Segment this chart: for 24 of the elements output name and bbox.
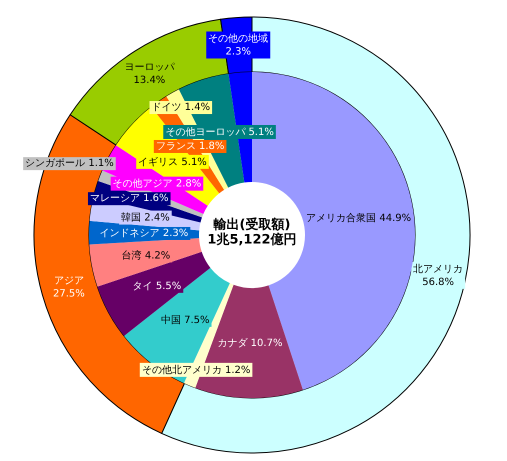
slice-label: ドイツ 1.4%: [152, 102, 210, 114]
slice-label: 中国 7.5%: [160, 314, 210, 326]
slice-label: シンガポール 1.1%: [25, 158, 114, 170]
slice-label: インドネシア 2.3%: [100, 228, 188, 239]
slice-label: イギリス 5.1%: [138, 156, 207, 168]
data-label: 2.3%: [226, 46, 251, 58]
slice-label: その他ヨーロッパ 5.1%: [165, 126, 274, 138]
slice-label: その他の地域: [208, 32, 268, 44]
data-label: 13.4%: [134, 75, 166, 86]
slice-label: アジア: [54, 276, 84, 287]
slice-label: 韓国 2.4%: [121, 212, 170, 224]
slice-label: タイ 5.5%: [132, 280, 182, 292]
data-label: 56.8%: [422, 276, 454, 288]
title: 輸出(受取額) 1兆5,122億円: [207, 218, 297, 248]
slice-label: マレーシア 1.6%: [90, 193, 169, 204]
slice-label: ヨーロッパ: [124, 62, 176, 74]
data-label: 27.5%: [53, 288, 85, 300]
slice-label: 北アメリカ: [413, 262, 464, 275]
slice-label: フランス 1.8%: [156, 140, 224, 152]
slice-label: 台湾 4.2%: [122, 249, 170, 262]
slice-label: アメリカ合衆国 44.9%: [306, 212, 412, 224]
slice-label: カナダ 10.7%: [217, 336, 282, 349]
slice-label: その他アジア 2.8%: [112, 178, 202, 190]
slice-label: その他北アメリカ 1.2%: [142, 364, 250, 376]
